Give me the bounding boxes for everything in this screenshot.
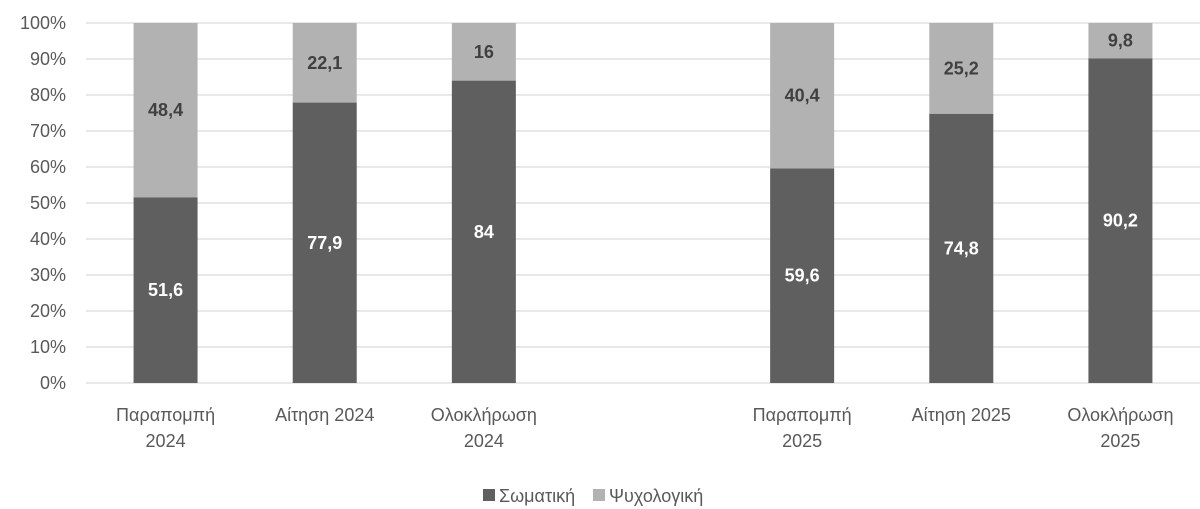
bar-segment [292,23,357,103]
data-label: 77,9 [307,233,342,253]
bar-segment [451,23,516,81]
bar-segment [292,102,357,383]
x-category-label: Ολοκλήρωση [1067,405,1173,425]
data-label: 16 [474,42,494,62]
data-label: 40,4 [785,86,820,106]
y-axis-tick-labels: 0% 10% 20% 30% 40% 50% 60% 70% 80% 90% 100% [20,13,66,393]
x-category-label: Ολοκλήρωση [431,405,537,425]
bar-segment [1088,58,1153,383]
data-label: 59,6 [785,266,820,286]
y-tick-label: 100% [20,13,66,33]
x-category-label: 2024 [464,431,504,451]
legend-swatch [593,489,605,501]
bar-segment [133,23,198,198]
data-labels: 51,6 48,4 77,9 22,1 84 16 59,6 40,4 74,8 25,2 90,2… [148,31,1138,300]
x-axis-category-labels: Παραπομπή 2024 Αίτηση 2024 Ολοκλήρωση 2024 Πα… [116,405,1173,451]
legend-swatch [483,489,495,501]
y-tick-label: 90% [30,49,66,69]
x-category-label: Αίτηση 2024 [275,405,374,425]
data-label: 22,1 [307,53,342,73]
y-tick-label: 20% [30,301,66,321]
data-label: 48,4 [148,100,183,120]
y-tick-label: 80% [30,85,66,105]
gridlines [86,22,1200,384]
data-label: 25,2 [944,58,979,78]
legend: Σωματική Ψυχολογική [483,486,703,506]
data-label: 9,8 [1108,31,1133,51]
legend-label: Σωματική [499,486,575,506]
x-category-label: 2024 [146,431,186,451]
data-label: 84 [474,222,494,242]
x-category-label: Αίτηση 2025 [912,405,1011,425]
bar-segment [451,80,516,383]
x-category-label: Παραπομπή [753,405,852,425]
x-category-label: 2025 [1100,431,1140,451]
bar-segment [1088,23,1153,59]
bar-segment [929,113,994,383]
y-tick-label: 60% [30,157,66,177]
y-tick-label: 30% [30,265,66,285]
bar-segment [770,23,835,169]
x-category-label: Παραπομπή [116,405,215,425]
bar-segment [770,168,835,383]
y-tick-label: 40% [30,229,66,249]
legend-label: Ψυχολογική [609,486,703,506]
bars [133,23,1153,383]
y-tick-label: 0% [40,373,66,393]
x-category-label: 2025 [782,431,822,451]
data-label: 90,2 [1103,211,1138,231]
y-tick-label: 50% [30,193,66,213]
bar-segment [929,23,994,114]
y-tick-label: 70% [30,121,66,141]
data-label: 74,8 [944,238,979,258]
data-label: 51,6 [148,280,183,300]
y-tick-label: 10% [30,337,66,357]
bar-segment [133,197,198,383]
